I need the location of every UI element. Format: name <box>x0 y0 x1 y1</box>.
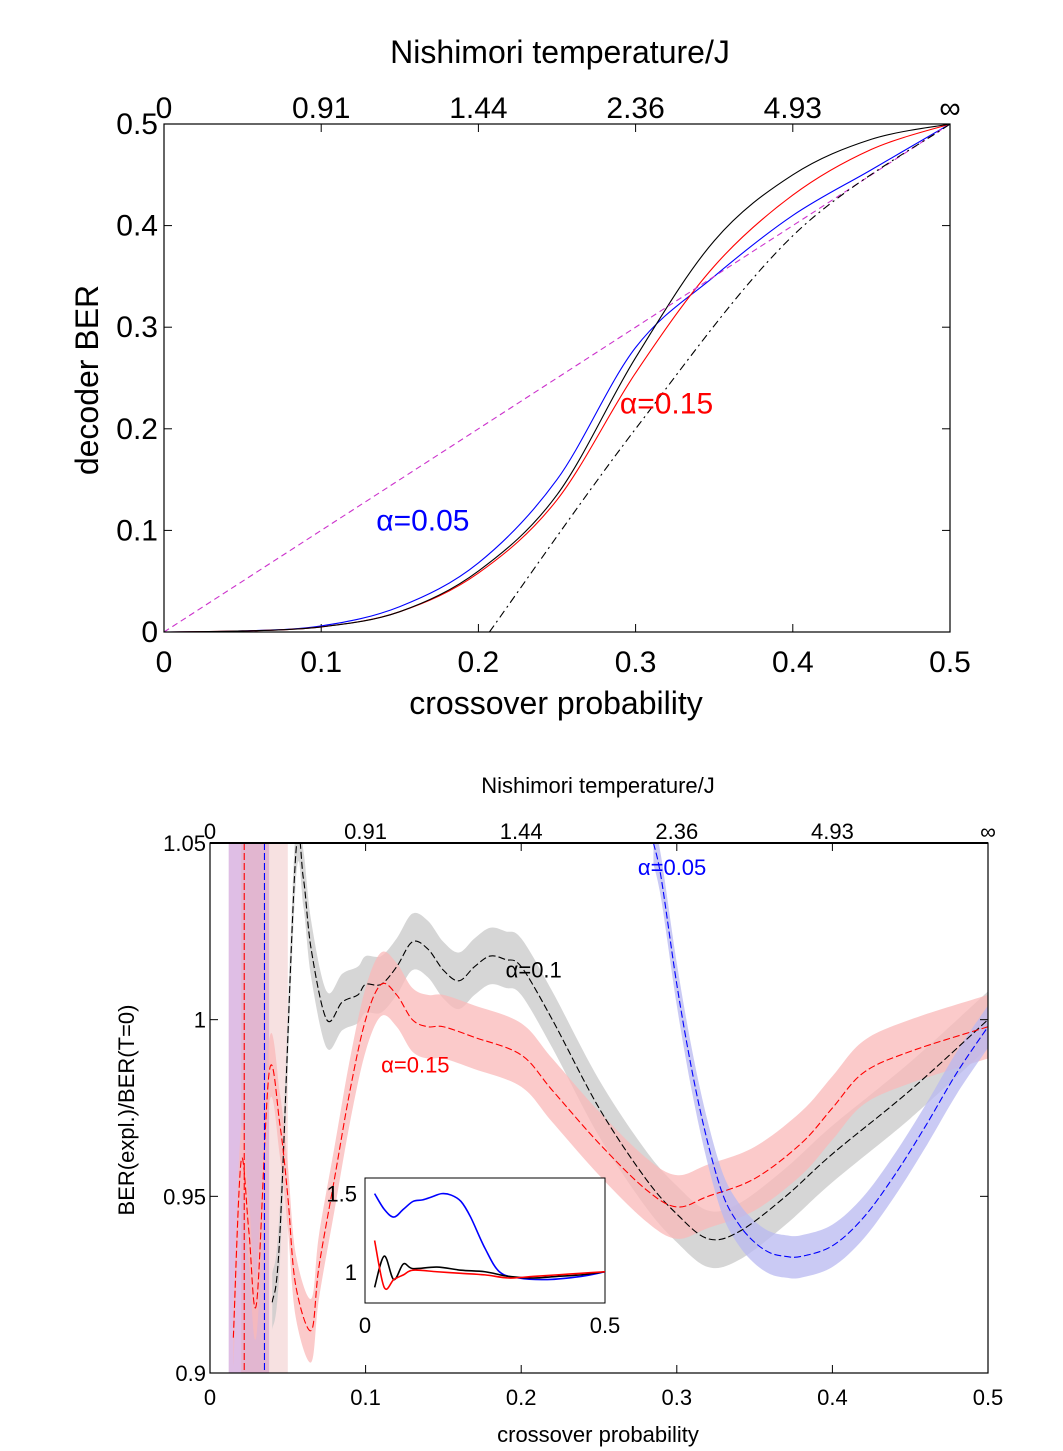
bottom-chart-top-axis-title: Nishimori temperature/J <box>481 773 715 798</box>
bottom-x-tick-label: 0.4 <box>817 1385 848 1410</box>
inset-tick-labels: 0 0.5 1 1.5 <box>326 1182 620 1338</box>
bottom-series-line <box>232 982 988 1338</box>
top-x-tick-label: 0.2 <box>458 646 500 679</box>
bottom-y-tick-label: 1 <box>194 1008 206 1033</box>
bottom-top-tick-label: 4.93 <box>811 819 854 844</box>
bottom-band <box>233 951 988 1370</box>
top-y-tick-label: 0 <box>141 616 158 649</box>
bottom-chart: Nishimori temperature/J 0 0.91 1.44 2.36 4.9… <box>114 773 1003 1447</box>
inset-y-tick-label: 1 <box>345 1260 357 1285</box>
bottom-x-tick-label: 0 <box>204 1385 216 1410</box>
bottom-chart-confidence-bands <box>228 843 988 1373</box>
top-chart-series <box>163 123 951 633</box>
top-top-tick-label: 0 <box>156 92 173 125</box>
bottom-band <box>272 843 988 1331</box>
bottom-chart-annotations: α=0.05 α=0.1 α=0.15 <box>381 855 706 1078</box>
inset-frame <box>364 1177 606 1304</box>
top-chart-y-axis-label: decoder BER <box>69 285 105 475</box>
bottom-annotation: α=0.1 <box>506 957 562 982</box>
bottom-chart-x-axis-label: crossover probability <box>497 1422 699 1447</box>
top-annotation: α=0.15 <box>620 388 713 421</box>
inset-series-line <box>373 1192 606 1281</box>
top-x-tick-label: 0 <box>156 646 173 679</box>
top-chart-x-tick-labels: 0 0.1 0.2 0.3 0.4 0.5 <box>156 646 971 679</box>
inset-series <box>373 1192 606 1290</box>
bottom-chart-x-tick-labels: 0 0.1 0.2 0.3 0.4 0.5 <box>204 1385 1003 1410</box>
bottom-chart-series <box>232 843 988 1373</box>
bottom-top-tick-label: 0 <box>204 819 216 844</box>
top-y-tick-label: 0.5 <box>116 108 158 141</box>
top-chart: Nishimori temperature/J 0 0.91 1.44 2.36 4.9… <box>69 34 971 721</box>
bottom-x-tick-label: 0.1 <box>350 1385 381 1410</box>
top-series-line <box>163 123 951 633</box>
bottom-chart-y-tick-labels: 0.9 0.95 1 1.05 <box>163 831 206 1386</box>
bottom-top-tick-label: ∞ <box>980 819 996 844</box>
bottom-x-tick-label: 0.3 <box>662 1385 693 1410</box>
bottom-band <box>653 843 988 1279</box>
top-chart-x-axis-label: crossover probability <box>409 685 702 721</box>
inset-y-tick-label: 1.5 <box>326 1182 357 1207</box>
top-series-line <box>163 123 951 633</box>
bottom-chart-top-ticks: 0 0.91 1.44 2.36 4.93 ∞ <box>204 819 996 844</box>
inset-x-tick-label: 0 <box>359 1313 371 1338</box>
top-top-tick-label: 2.36 <box>606 92 664 125</box>
top-y-tick-label: 0.3 <box>116 311 158 344</box>
top-x-tick-label: 0.1 <box>300 646 342 679</box>
bottom-chart-inset: 0 0.5 1 1.5 <box>326 1177 620 1338</box>
top-chart-plot-frame <box>163 123 951 633</box>
top-series-line <box>488 123 951 633</box>
bottom-annotation: α=0.05 <box>638 855 706 880</box>
top-y-tick-label: 0.1 <box>116 514 158 547</box>
bottom-series-line <box>271 843 988 1303</box>
top-annotation: α=0.05 <box>376 504 469 537</box>
bottom-top-tick-label: 2.36 <box>655 819 698 844</box>
top-chart-top-axis-title: Nishimori temperature/J <box>390 34 730 70</box>
top-top-tick-label: 4.93 <box>764 92 822 125</box>
bottom-y-tick-label: 0.9 <box>175 1361 206 1386</box>
bottom-top-tick-label: 1.44 <box>500 819 543 844</box>
bottom-x-tick-label: 0.2 <box>506 1385 537 1410</box>
top-top-tick-label: 1.44 <box>449 92 507 125</box>
top-top-tick-label: 0.91 <box>292 92 350 125</box>
top-y-tick-label: 0.4 <box>116 210 158 243</box>
bottom-series-line <box>652 843 988 1258</box>
top-chart-y-tick-labels: 0 0.1 0.2 0.3 0.4 0.5 <box>116 108 158 649</box>
top-y-tick-label: 0.2 <box>116 413 158 446</box>
top-chart-annotations: α=0.05 α=0.15 <box>376 388 713 538</box>
bottom-y-tick-label: 0.95 <box>163 1184 206 1209</box>
top-top-tick-label: ∞ <box>939 92 960 125</box>
inset-series-line <box>373 1240 606 1290</box>
bottom-x-tick-label: 0.5 <box>973 1385 1004 1410</box>
top-x-tick-label: 0.3 <box>615 646 657 679</box>
top-series-line <box>163 123 951 633</box>
bottom-y-tick-label: 1.05 <box>163 831 206 856</box>
top-chart-top-ticks: 0 0.91 1.44 2.36 4.93 ∞ <box>156 92 961 125</box>
bottom-chart-y-axis-label: BER(expl.)/BER(T=0) <box>114 1005 139 1216</box>
bottom-top-tick-label: 0.91 <box>344 819 387 844</box>
top-x-tick-label: 0.5 <box>929 646 971 679</box>
top-x-tick-label: 0.4 <box>772 646 814 679</box>
bottom-chart-ticks <box>209 842 989 1374</box>
bottom-annotation: α=0.15 <box>381 1053 449 1078</box>
inset-x-tick-label: 0.5 <box>590 1313 621 1338</box>
